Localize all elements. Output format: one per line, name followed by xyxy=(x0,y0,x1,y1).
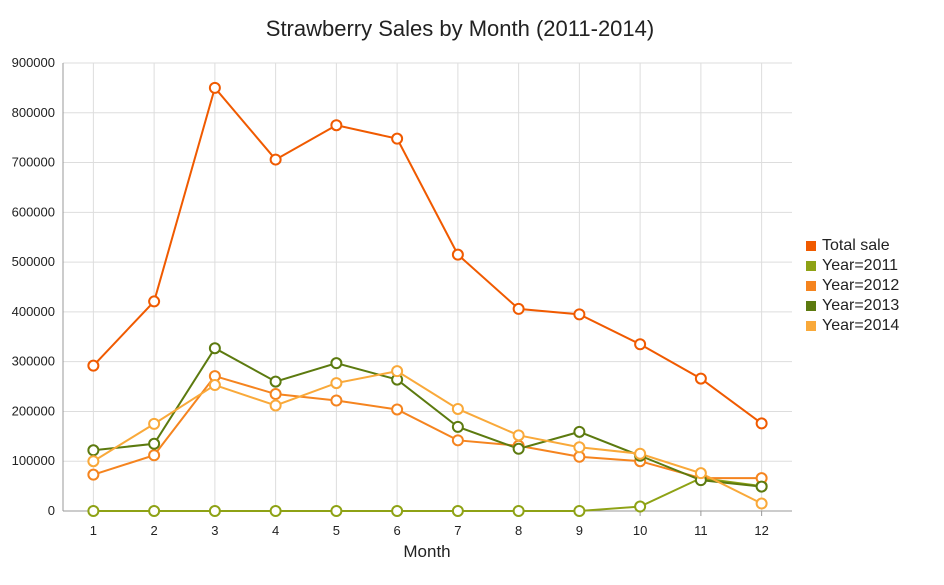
legend-label: Year=2011 xyxy=(822,257,899,274)
legend-label: Year=2012 xyxy=(822,277,900,294)
data-point xyxy=(330,505,343,517)
data-point xyxy=(330,357,343,370)
legend-swatch xyxy=(806,321,816,331)
y-tick-label: 800000 xyxy=(12,105,55,120)
x-axis-label: Month xyxy=(403,542,451,561)
y-tick-label: 400000 xyxy=(12,304,55,319)
data-point xyxy=(512,429,525,442)
x-tick-label: 11 xyxy=(694,523,708,538)
x-tick-label: 9 xyxy=(576,523,583,538)
data-point xyxy=(391,365,404,378)
data-point xyxy=(451,420,464,433)
data-point xyxy=(573,441,586,454)
data-point xyxy=(451,434,464,447)
data-point xyxy=(148,437,161,450)
data-point xyxy=(391,505,404,517)
data-point xyxy=(208,505,221,517)
y-tick-label: 0 xyxy=(48,503,55,518)
x-tick-label: 5 xyxy=(333,523,340,538)
data-point xyxy=(208,81,221,94)
series-line xyxy=(92,370,763,505)
x-tick-label: 1 xyxy=(90,523,97,538)
x-tick-label: 8 xyxy=(515,523,522,538)
x-tick-label: 2 xyxy=(151,523,158,538)
data-point xyxy=(451,402,464,415)
y-tick-label: 200000 xyxy=(12,403,55,418)
data-point xyxy=(451,505,464,517)
legend: Total sale Year=2011 Year=2012 Year=2013 Yea… xyxy=(806,236,899,336)
x-tick-label: 6 xyxy=(394,523,401,538)
x-tick-label: 7 xyxy=(454,523,461,538)
legend-label: Year=2013 xyxy=(822,297,900,314)
x-tick-label: 3 xyxy=(211,523,218,538)
data-point xyxy=(269,153,282,166)
data-point xyxy=(148,449,161,462)
data-point xyxy=(573,505,586,517)
data-point xyxy=(634,500,647,513)
series-line xyxy=(92,85,763,425)
legend-swatch xyxy=(806,301,816,311)
data-point xyxy=(87,359,100,372)
data-point xyxy=(512,302,525,315)
data-point xyxy=(148,417,161,430)
data-point xyxy=(573,425,586,438)
x-tick-label: 4 xyxy=(272,523,279,538)
data-point xyxy=(87,455,100,468)
data-point xyxy=(755,497,768,510)
y-tick-label: 500000 xyxy=(12,254,55,269)
legend-item: Year=2011 xyxy=(806,256,899,276)
series-line xyxy=(93,477,762,512)
data-point xyxy=(269,375,282,388)
legend-item: Year=2012 xyxy=(806,276,899,296)
x-tick-label: 12 xyxy=(754,523,768,538)
legend-label: Year=2014 xyxy=(822,317,900,334)
x-tick-label: 10 xyxy=(633,523,647,538)
data-point xyxy=(87,468,100,481)
data-point xyxy=(391,403,404,416)
data-point xyxy=(269,505,282,517)
legend-item: Total sale xyxy=(806,236,899,256)
legend-item: Year=2013 xyxy=(806,296,899,316)
data-point xyxy=(330,119,343,132)
legend-swatch xyxy=(806,261,816,271)
series-line xyxy=(93,346,762,488)
chart-title: Strawberry Sales by Month (2011-2014) xyxy=(265,16,655,41)
data-point xyxy=(87,444,100,457)
data-point xyxy=(573,308,586,321)
data-point xyxy=(512,442,525,455)
y-tick-label: 900000 xyxy=(12,55,55,70)
data-point xyxy=(269,399,282,412)
legend-swatch xyxy=(806,281,816,291)
data-point xyxy=(208,342,221,355)
data-point xyxy=(694,372,707,385)
data-point xyxy=(755,417,768,430)
legend-item: Year=2014 xyxy=(806,316,899,336)
data-point xyxy=(269,388,282,401)
data-point xyxy=(634,447,647,460)
data-point xyxy=(87,505,100,517)
y-tick-label: 300000 xyxy=(12,354,55,369)
data-point xyxy=(148,295,161,308)
data-point xyxy=(512,505,525,517)
data-point xyxy=(208,379,221,392)
data-point xyxy=(755,480,768,493)
data-point xyxy=(634,338,647,351)
data-point xyxy=(330,394,343,407)
data-point xyxy=(148,505,161,517)
legend-label: Total sale xyxy=(822,237,890,254)
data-point xyxy=(330,377,343,390)
y-tick-label: 600000 xyxy=(12,204,55,219)
series-line xyxy=(93,374,762,480)
y-tick-label: 100000 xyxy=(12,453,55,468)
data-point xyxy=(451,248,464,261)
legend-swatch xyxy=(806,241,816,251)
data-point xyxy=(391,132,404,145)
y-tick-label: 700000 xyxy=(12,155,55,170)
data-point xyxy=(694,467,707,480)
